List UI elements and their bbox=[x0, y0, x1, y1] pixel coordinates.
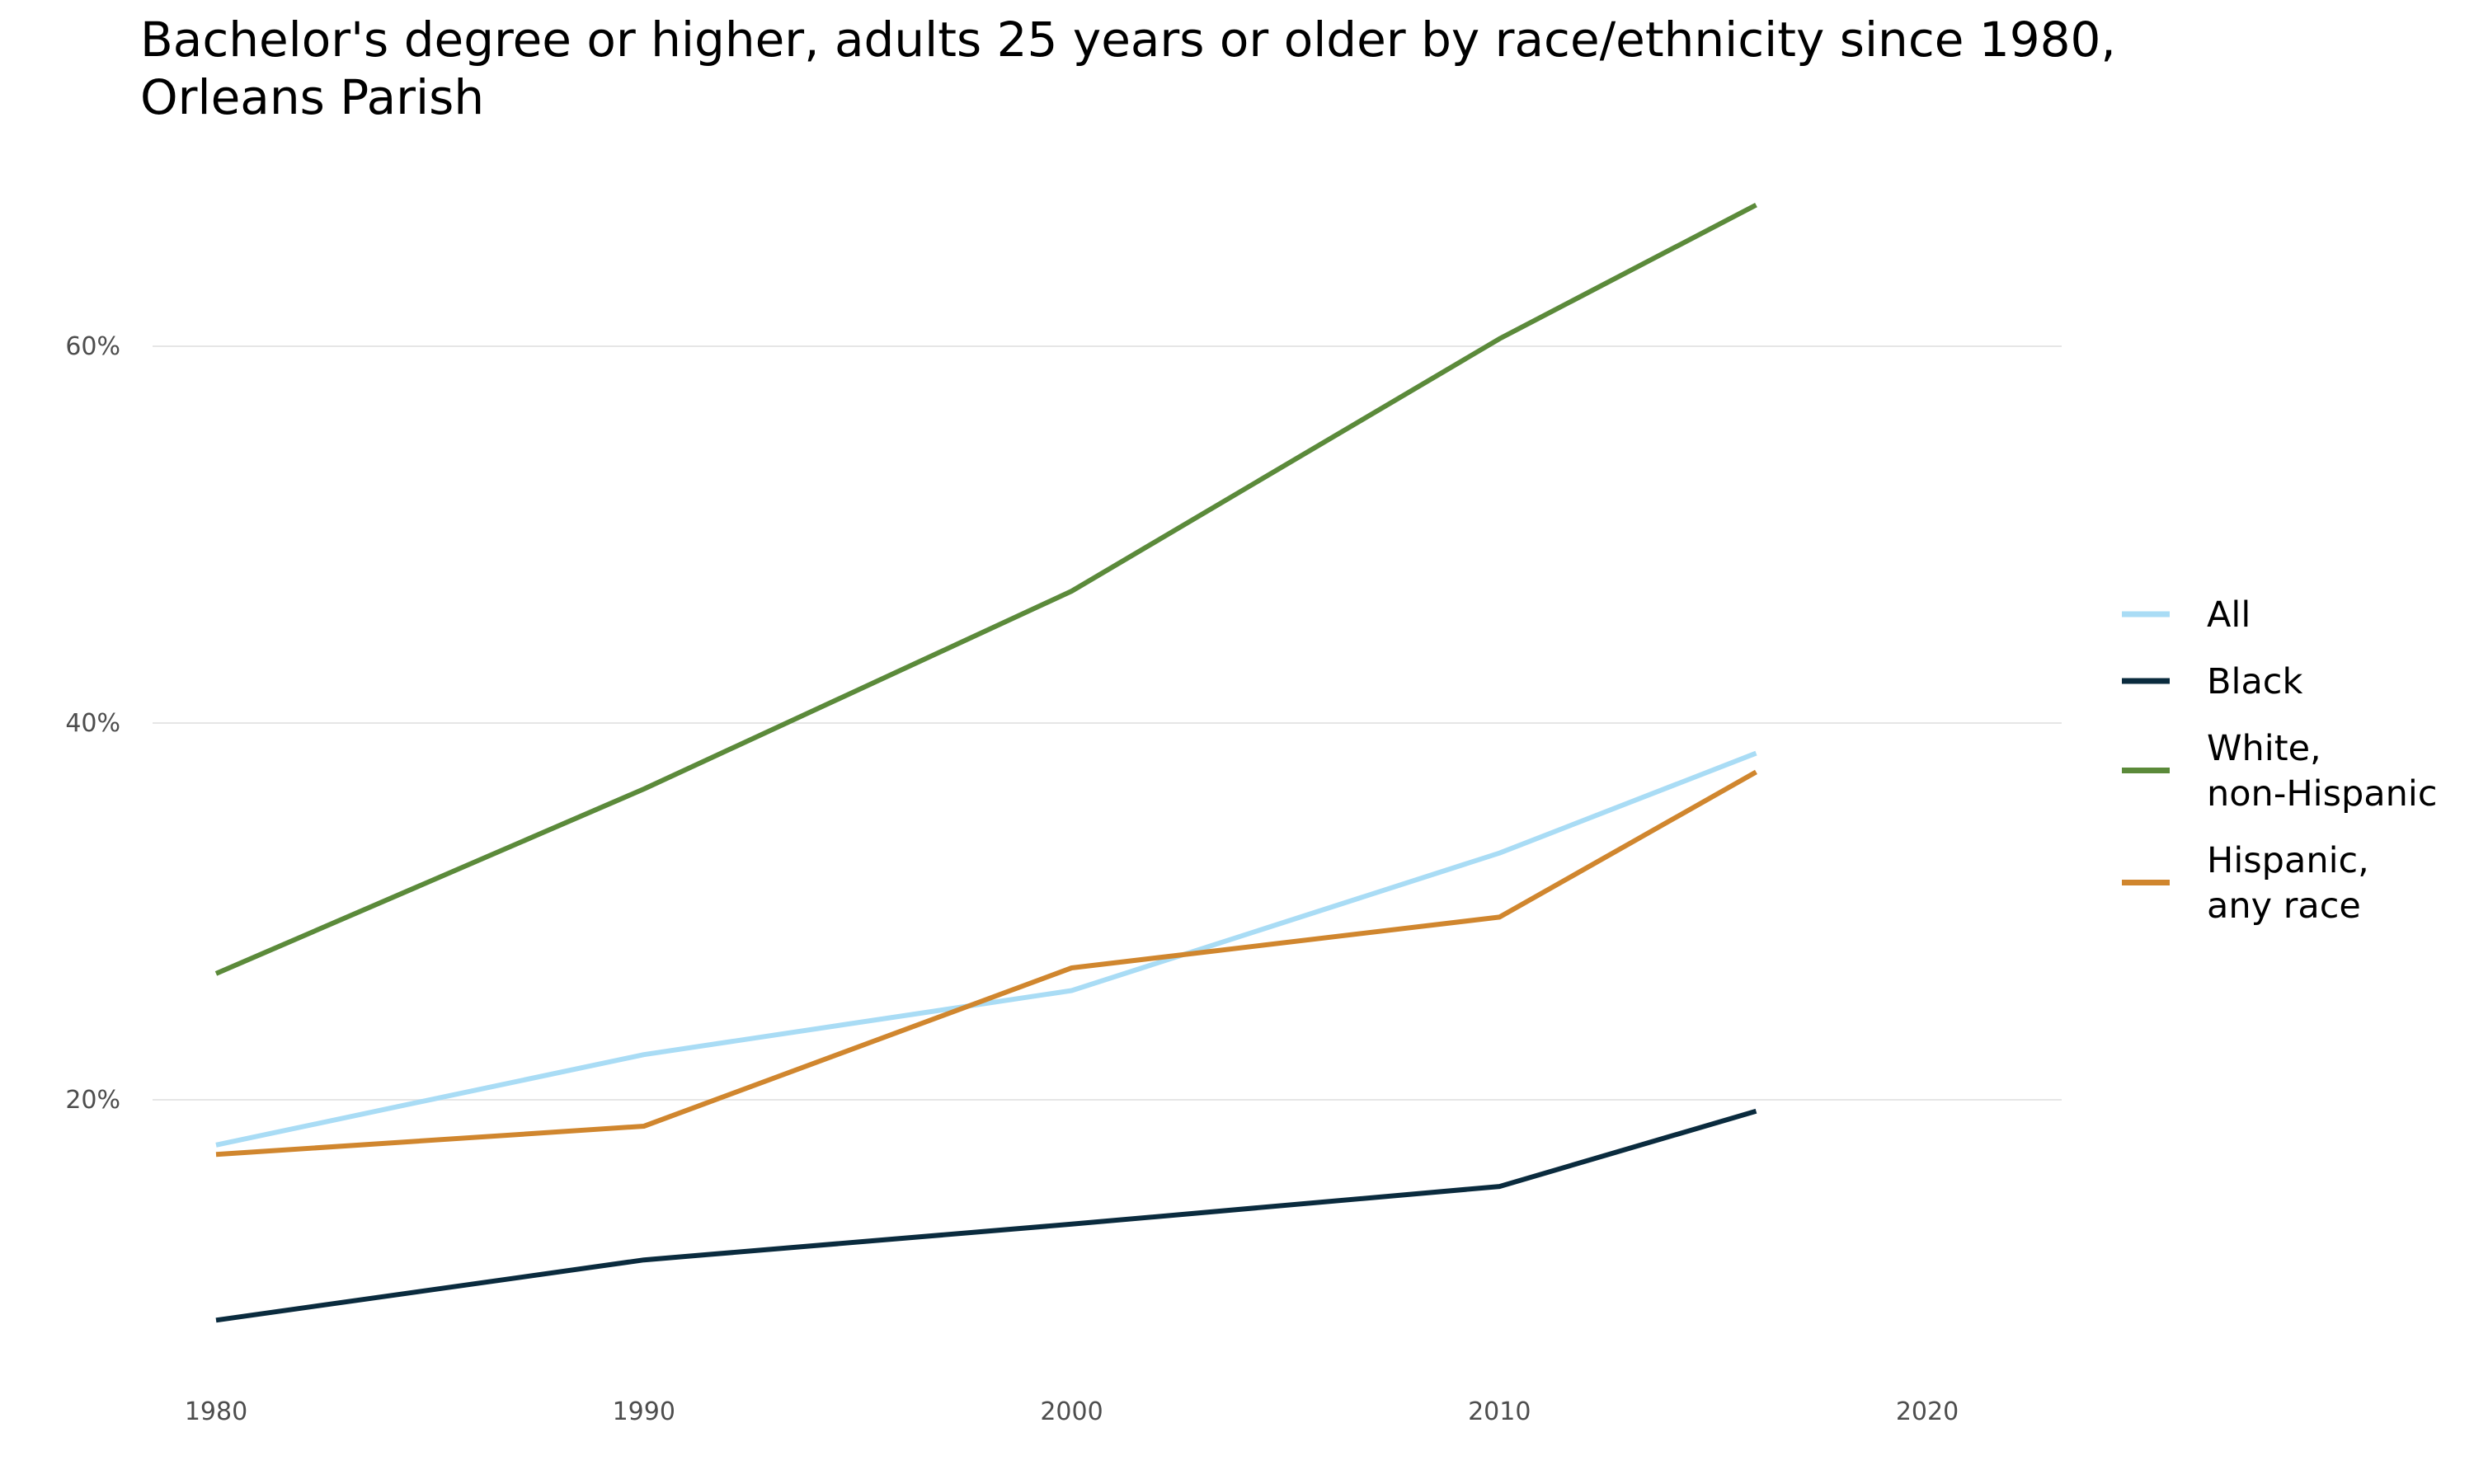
legend-item-white-non-hispanic: White,non-Hispanic bbox=[2122, 728, 2438, 815]
y-tick-label: 60% bbox=[65, 332, 120, 361]
legend-label: any race bbox=[2207, 885, 2361, 927]
legend-item-all: All bbox=[2122, 594, 2251, 636]
chart-title-line-1: Bachelor's degree or higher, adults 25 y… bbox=[140, 12, 2116, 68]
legend-item-black: Black bbox=[2122, 661, 2302, 702]
series-line-all bbox=[215, 750, 1757, 1148]
legend-label: All bbox=[2207, 594, 2251, 636]
y-gridlines bbox=[153, 345, 2062, 1101]
legend-label: White, bbox=[2207, 728, 2321, 769]
x-tick-label: 2000 bbox=[1040, 1397, 1103, 1426]
series-line-hispanic-any-race bbox=[215, 769, 1757, 1158]
chart-title: Bachelor's degree or higher, adults 25 y… bbox=[140, 12, 2116, 125]
legend-item-hispanic-any-race: Hispanic,any race bbox=[2122, 840, 2369, 927]
series-line-white-non-hispanic bbox=[214, 202, 1757, 976]
legend: All Black White,non-Hispanic Hispanic,any r… bbox=[2122, 594, 2438, 927]
x-tick-label: 2020 bbox=[1896, 1397, 1959, 1426]
y-tick-label: 20% bbox=[65, 1086, 120, 1115]
x-tick-label: 1980 bbox=[185, 1397, 247, 1426]
x-tick-label: 1990 bbox=[613, 1397, 675, 1426]
x-axis-tick-labels: 1980 1990 2000 2010 2020 bbox=[185, 1397, 1959, 1426]
legend-label: non-Hispanic bbox=[2207, 773, 2438, 815]
series-line-black bbox=[215, 1108, 1757, 1323]
y-tick-label: 40% bbox=[65, 709, 120, 738]
legend-label: Black bbox=[2207, 661, 2302, 702]
x-tick-label: 2010 bbox=[1468, 1397, 1531, 1426]
series-lines bbox=[214, 202, 1757, 1323]
legend-label: Hispanic, bbox=[2207, 840, 2369, 881]
chart-title-line-2: Orleans Parish bbox=[140, 69, 484, 125]
y-axis-tick-labels: 20% 40% 60% bbox=[65, 332, 120, 1115]
